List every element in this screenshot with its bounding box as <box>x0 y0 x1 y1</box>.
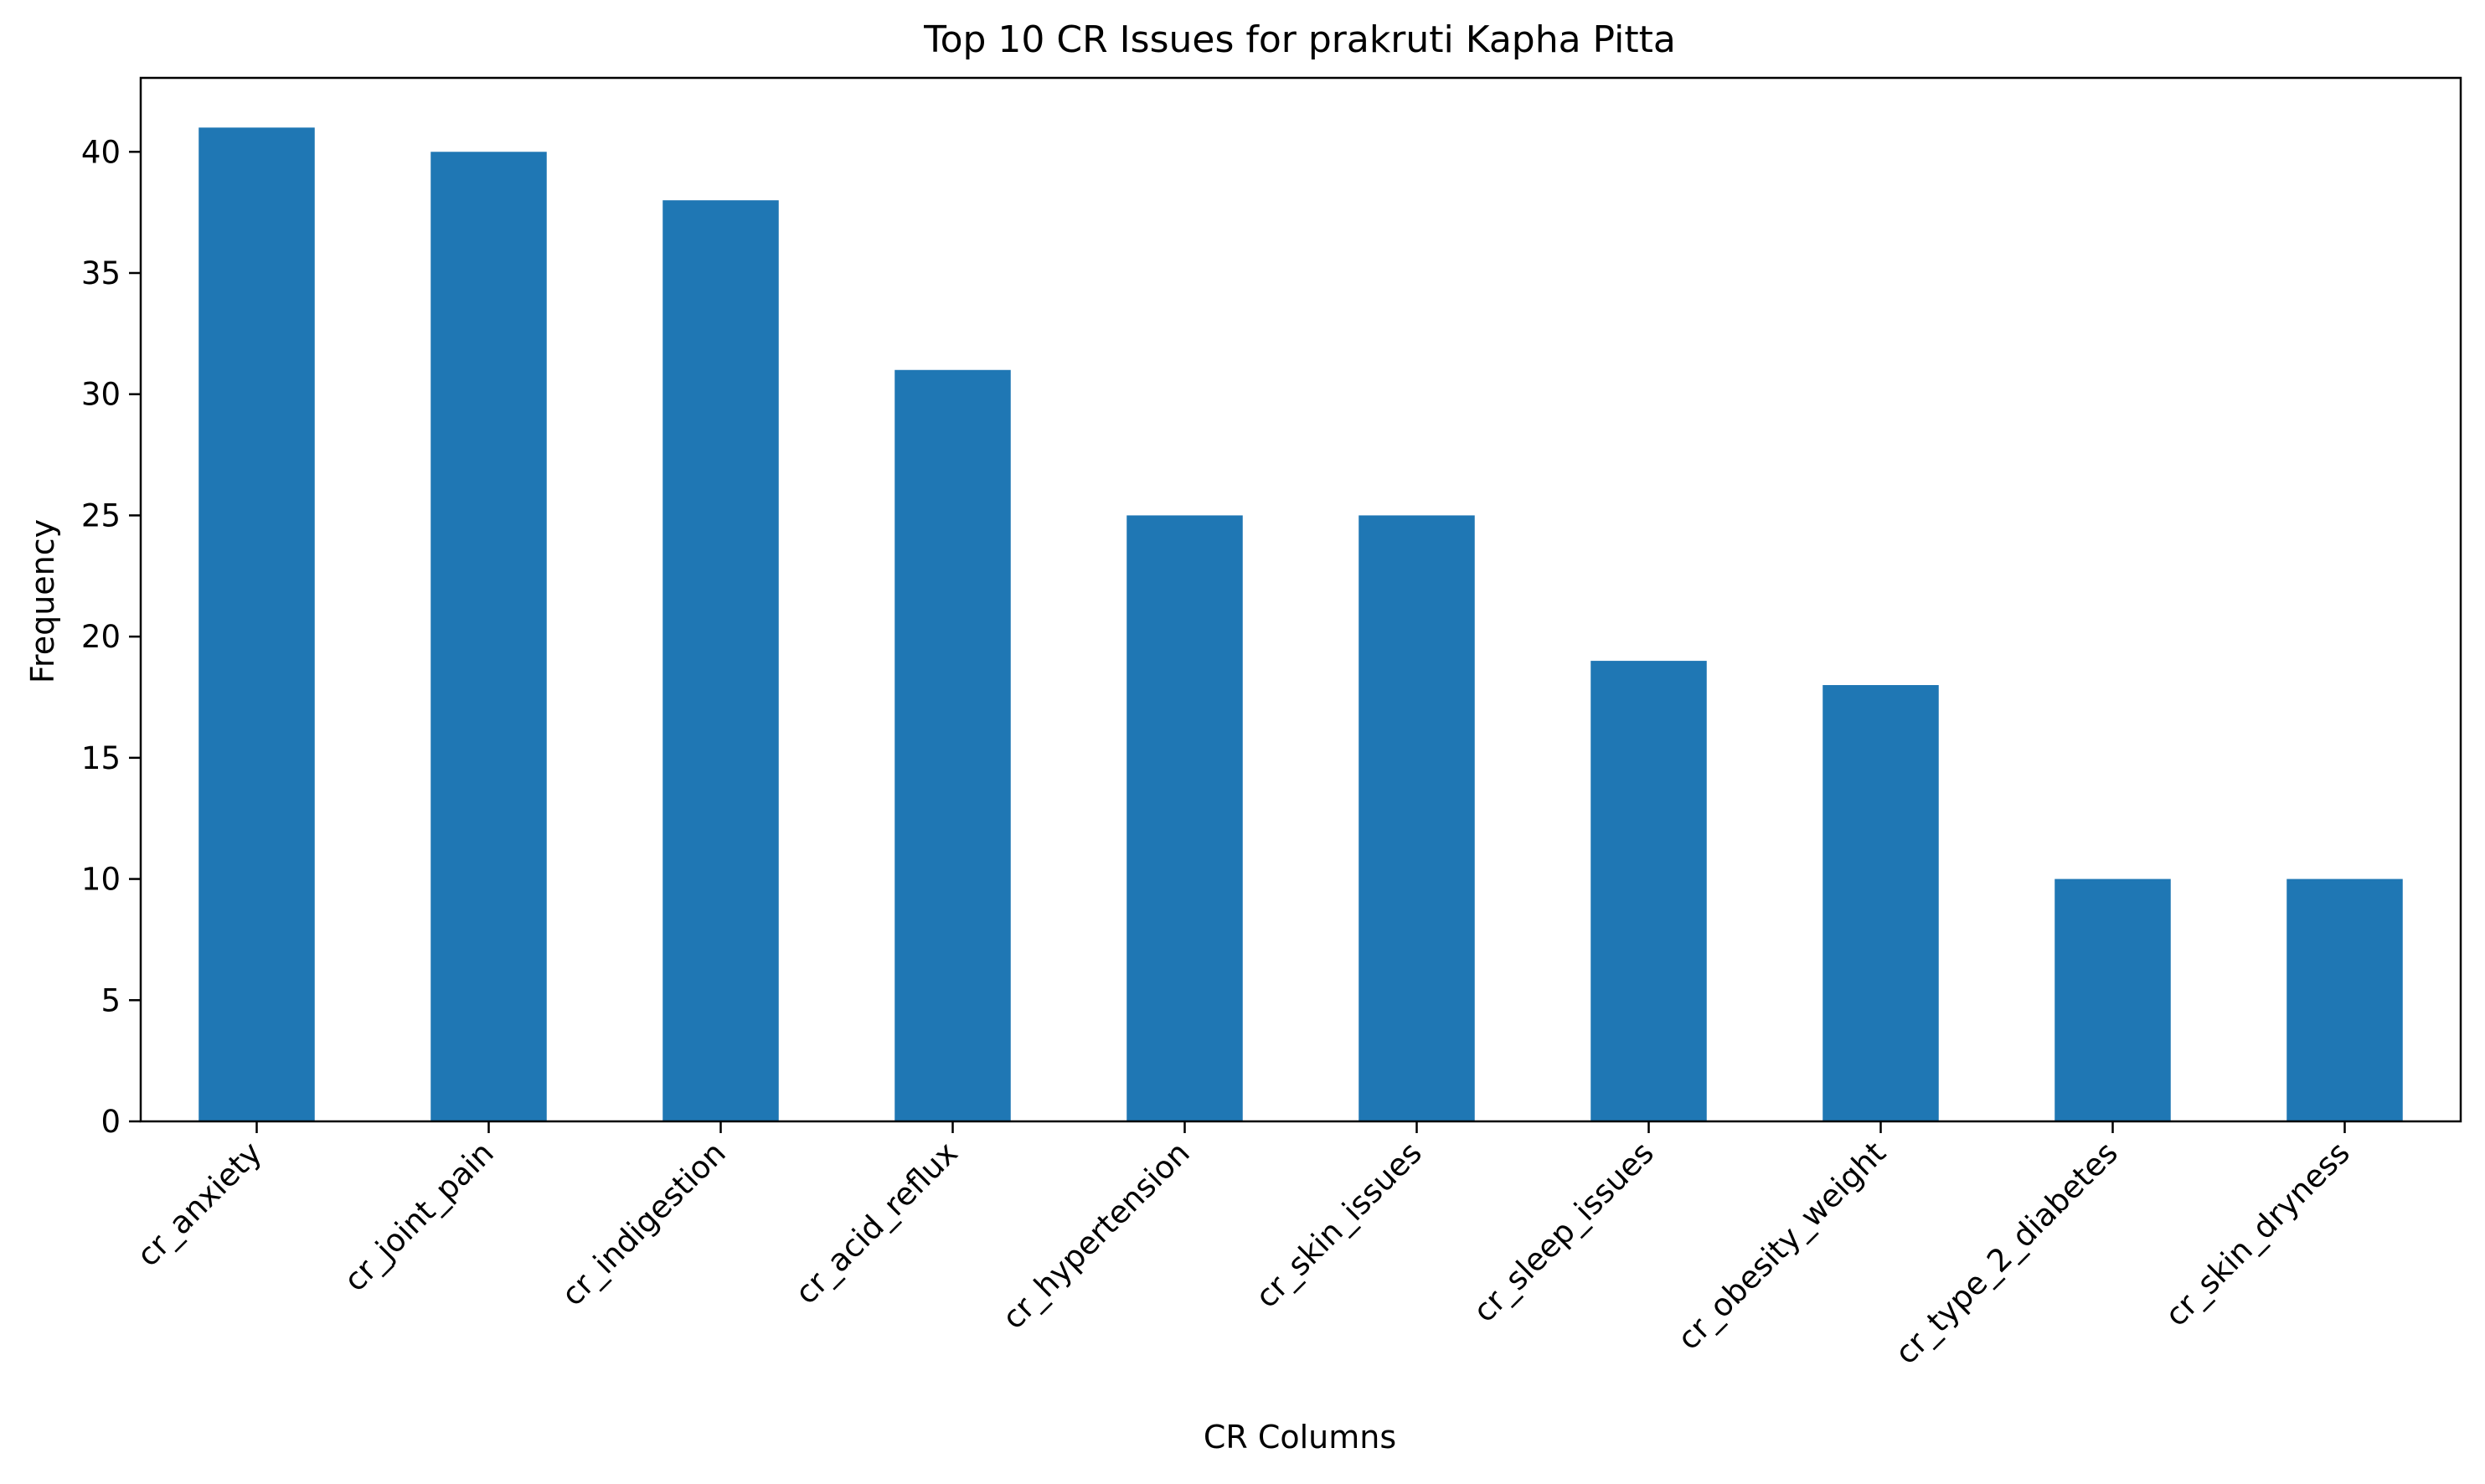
bar-cr_joint_pain <box>430 152 547 1122</box>
y-tick-label: 35 <box>81 255 121 291</box>
bar-cr_obesity_weight <box>1823 685 1939 1121</box>
y-tick-label: 25 <box>81 497 121 533</box>
bar-cr_type_2_diabetes <box>2055 879 2171 1121</box>
bar-cr_skin_issues <box>1359 515 1475 1121</box>
bar-cr_sleep_issues <box>1591 661 1707 1121</box>
plot-frame <box>139 76 2462 1123</box>
chart-title: Top 10 CR Issues for prakruti Kapha Pitt… <box>923 18 1676 61</box>
y-tick-label: 15 <box>81 740 121 776</box>
y-tick-label: 30 <box>81 377 121 413</box>
y-axis-label: Frequency <box>24 519 61 683</box>
y-tick-label: 5 <box>101 982 121 1018</box>
y-axis: 0 5 10 15 20 25 30 35 40 <box>81 134 141 1140</box>
y-tick-label: 40 <box>81 134 121 170</box>
bar-cr_skin_dryness <box>2287 879 2403 1121</box>
bar-cr_indigestion <box>662 200 779 1121</box>
y-tick-label: 0 <box>101 1104 121 1140</box>
bars-layer <box>198 127 2403 1122</box>
x-axis-label: CR Columns <box>1204 1419 1396 1456</box>
bar-cr_acid_reflux <box>894 369 1011 1121</box>
y-tick-label: 10 <box>81 862 121 898</box>
bar-cr_anxiety <box>198 127 315 1121</box>
y-tick-label: 20 <box>81 619 121 655</box>
bar-cr_hypertension <box>1126 515 1243 1121</box>
